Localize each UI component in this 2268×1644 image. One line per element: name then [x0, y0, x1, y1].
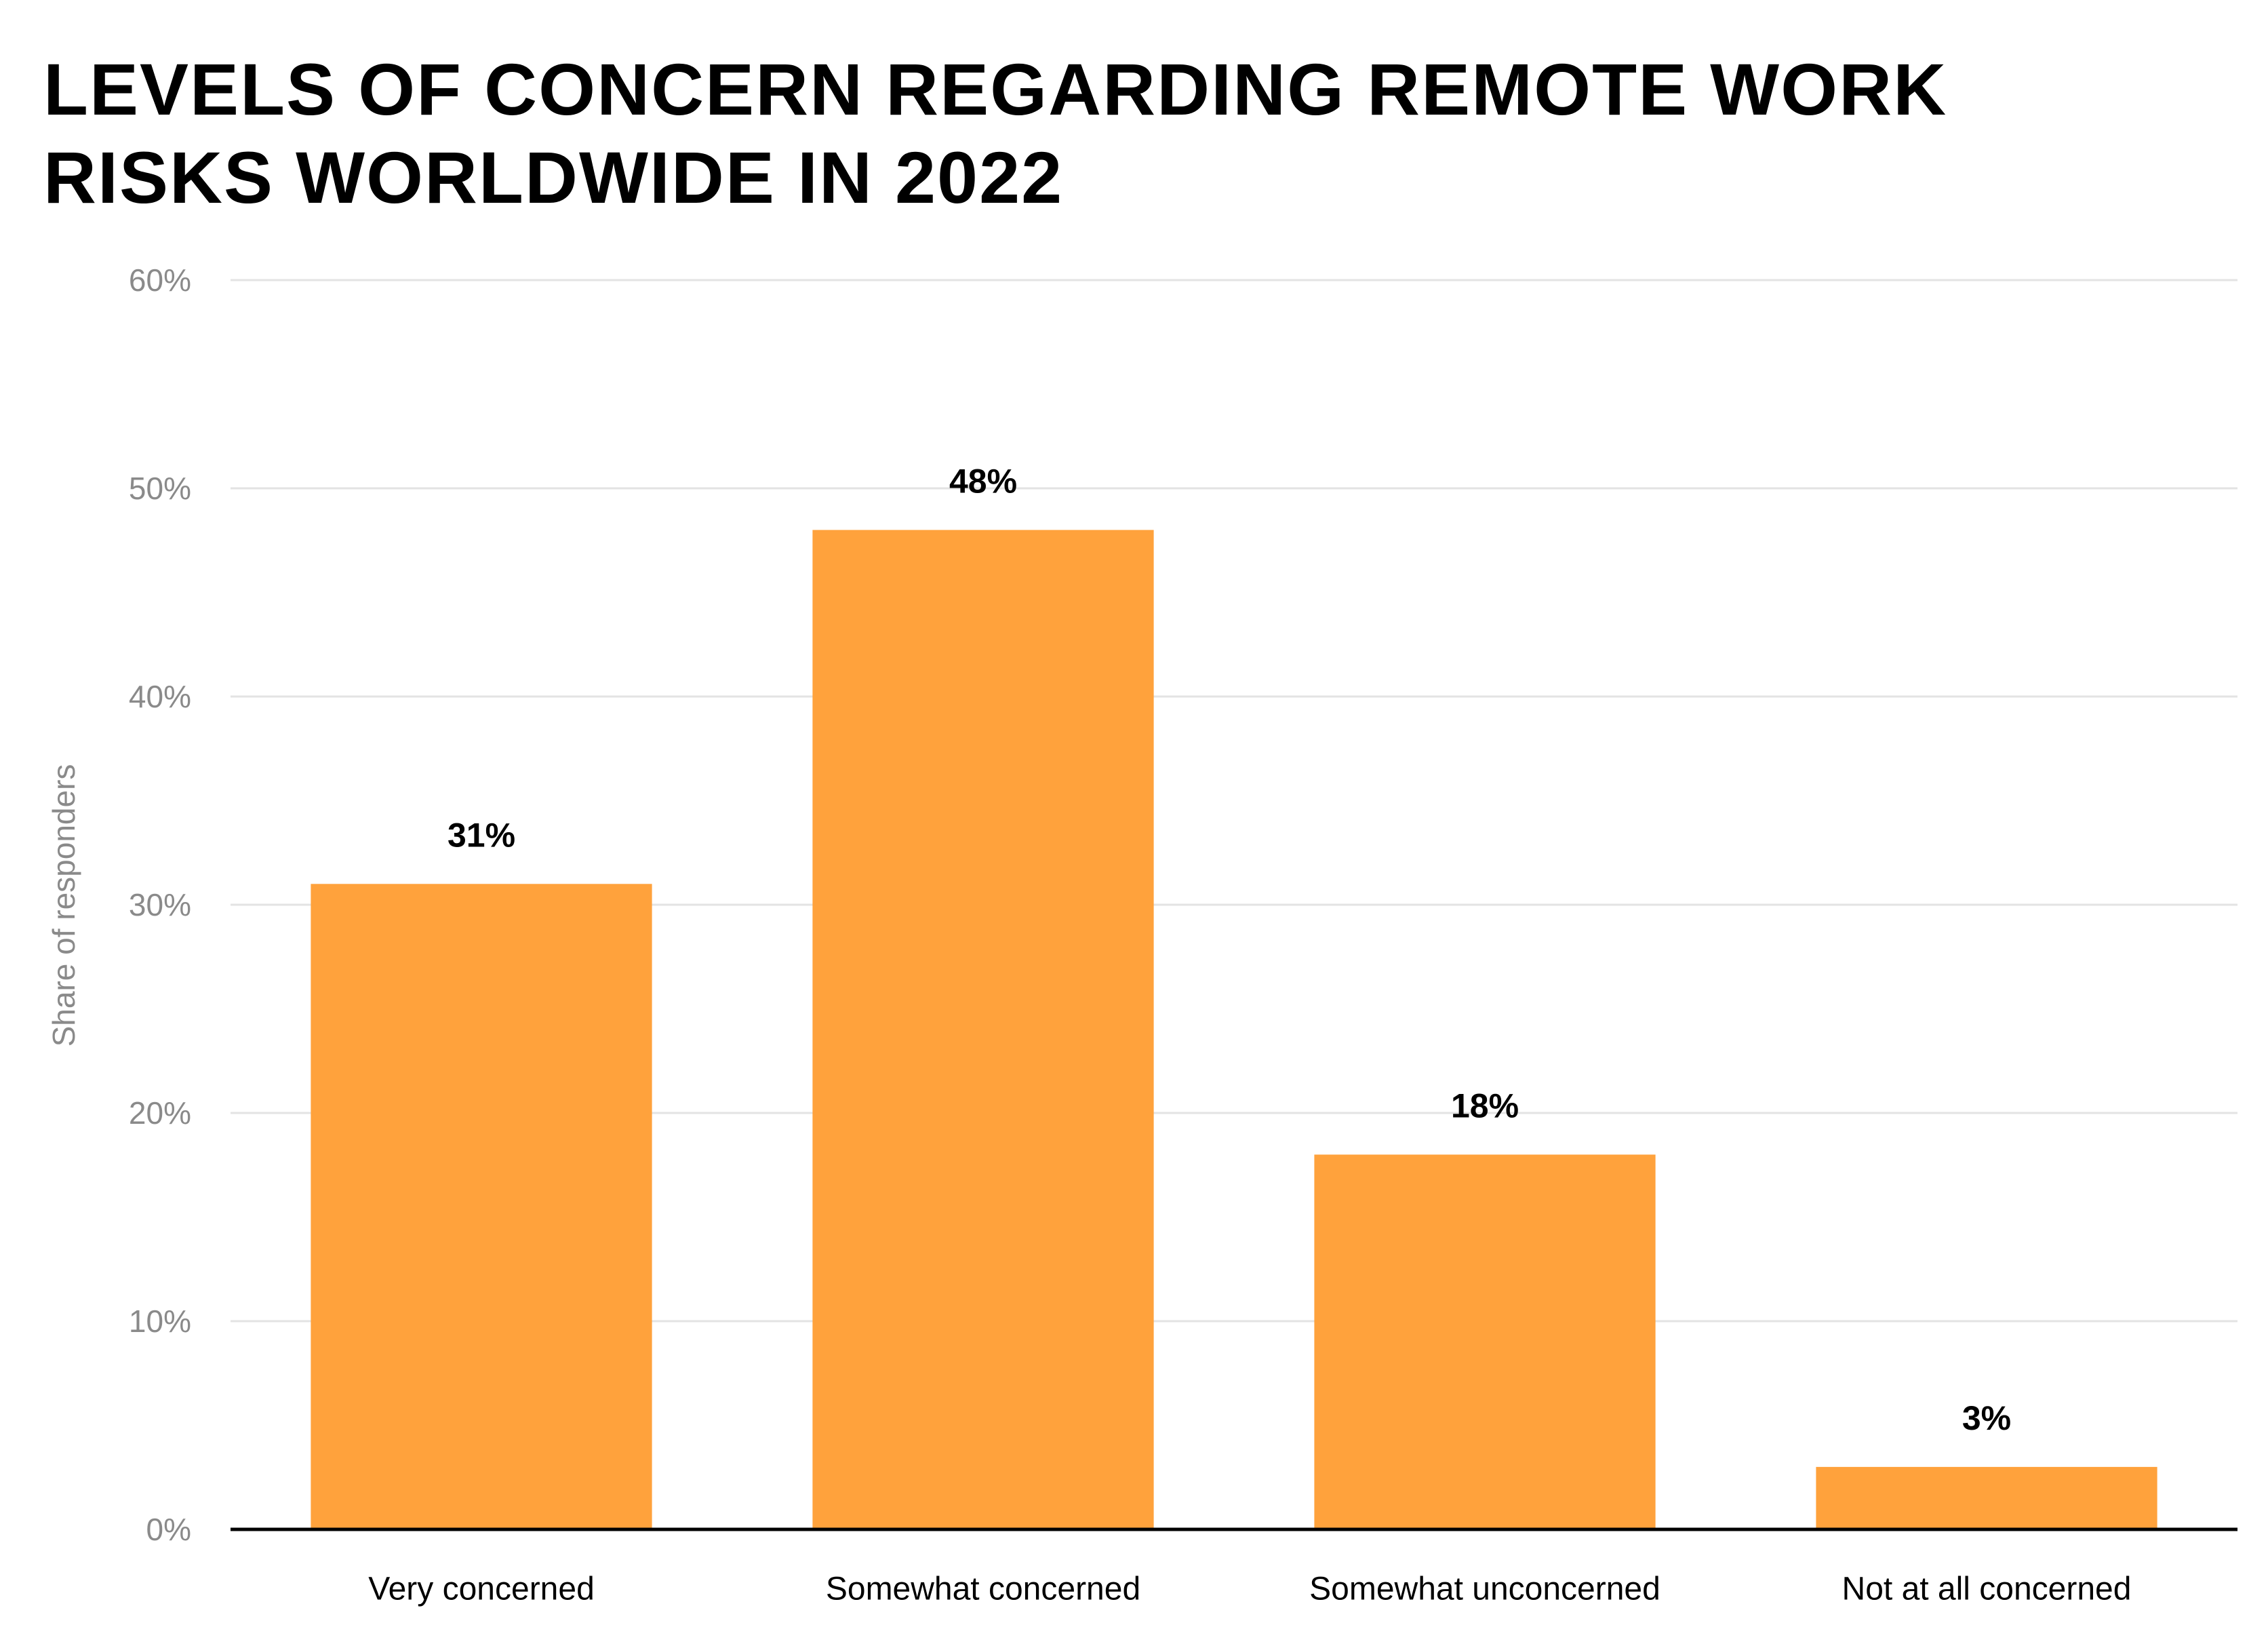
y-axis-title: Share of responders [46, 764, 81, 1047]
data-label: 48% [949, 462, 1017, 500]
y-tick-label: 60% [129, 262, 191, 298]
data-label: 31% [447, 816, 515, 854]
bar [1816, 1466, 2157, 1529]
chart-title-line-1: LEVELS OF CONCERN REGARDING REMOTE WORK [43, 48, 1948, 130]
bar [812, 530, 1154, 1529]
x-category-label: Somewhat concerned [826, 1571, 1140, 1607]
data-label: 18% [1451, 1087, 1519, 1124]
x-category-label: Not at all concerned [1842, 1571, 2132, 1607]
x-category-label: Somewhat unconcerned [1309, 1571, 1660, 1607]
y-tick-label: 10% [129, 1304, 191, 1339]
y-tick-label: 40% [129, 679, 191, 714]
data-labels: 31% 48% 18% 3% [447, 462, 2011, 1436]
x-category-label: Very concerned [368, 1571, 595, 1607]
x-axis-categories: Very concerned Somewhat concerned Somewhat… [368, 1571, 2131, 1607]
y-tick-label: 50% [129, 471, 191, 506]
bar [311, 884, 652, 1529]
y-tick-label: 30% [129, 887, 191, 922]
chart-title-line-2: RISKS WORLDWIDE IN 2022 [43, 136, 1064, 218]
y-tick-label: 0% [146, 1512, 191, 1547]
y-axis-ticks: 0% 10% 20% 30% 40% 50% 60% [129, 262, 191, 1547]
bars [311, 530, 2157, 1529]
bar [1314, 1154, 1656, 1529]
data-label: 3% [1962, 1399, 2011, 1437]
y-tick-label: 20% [129, 1095, 191, 1131]
